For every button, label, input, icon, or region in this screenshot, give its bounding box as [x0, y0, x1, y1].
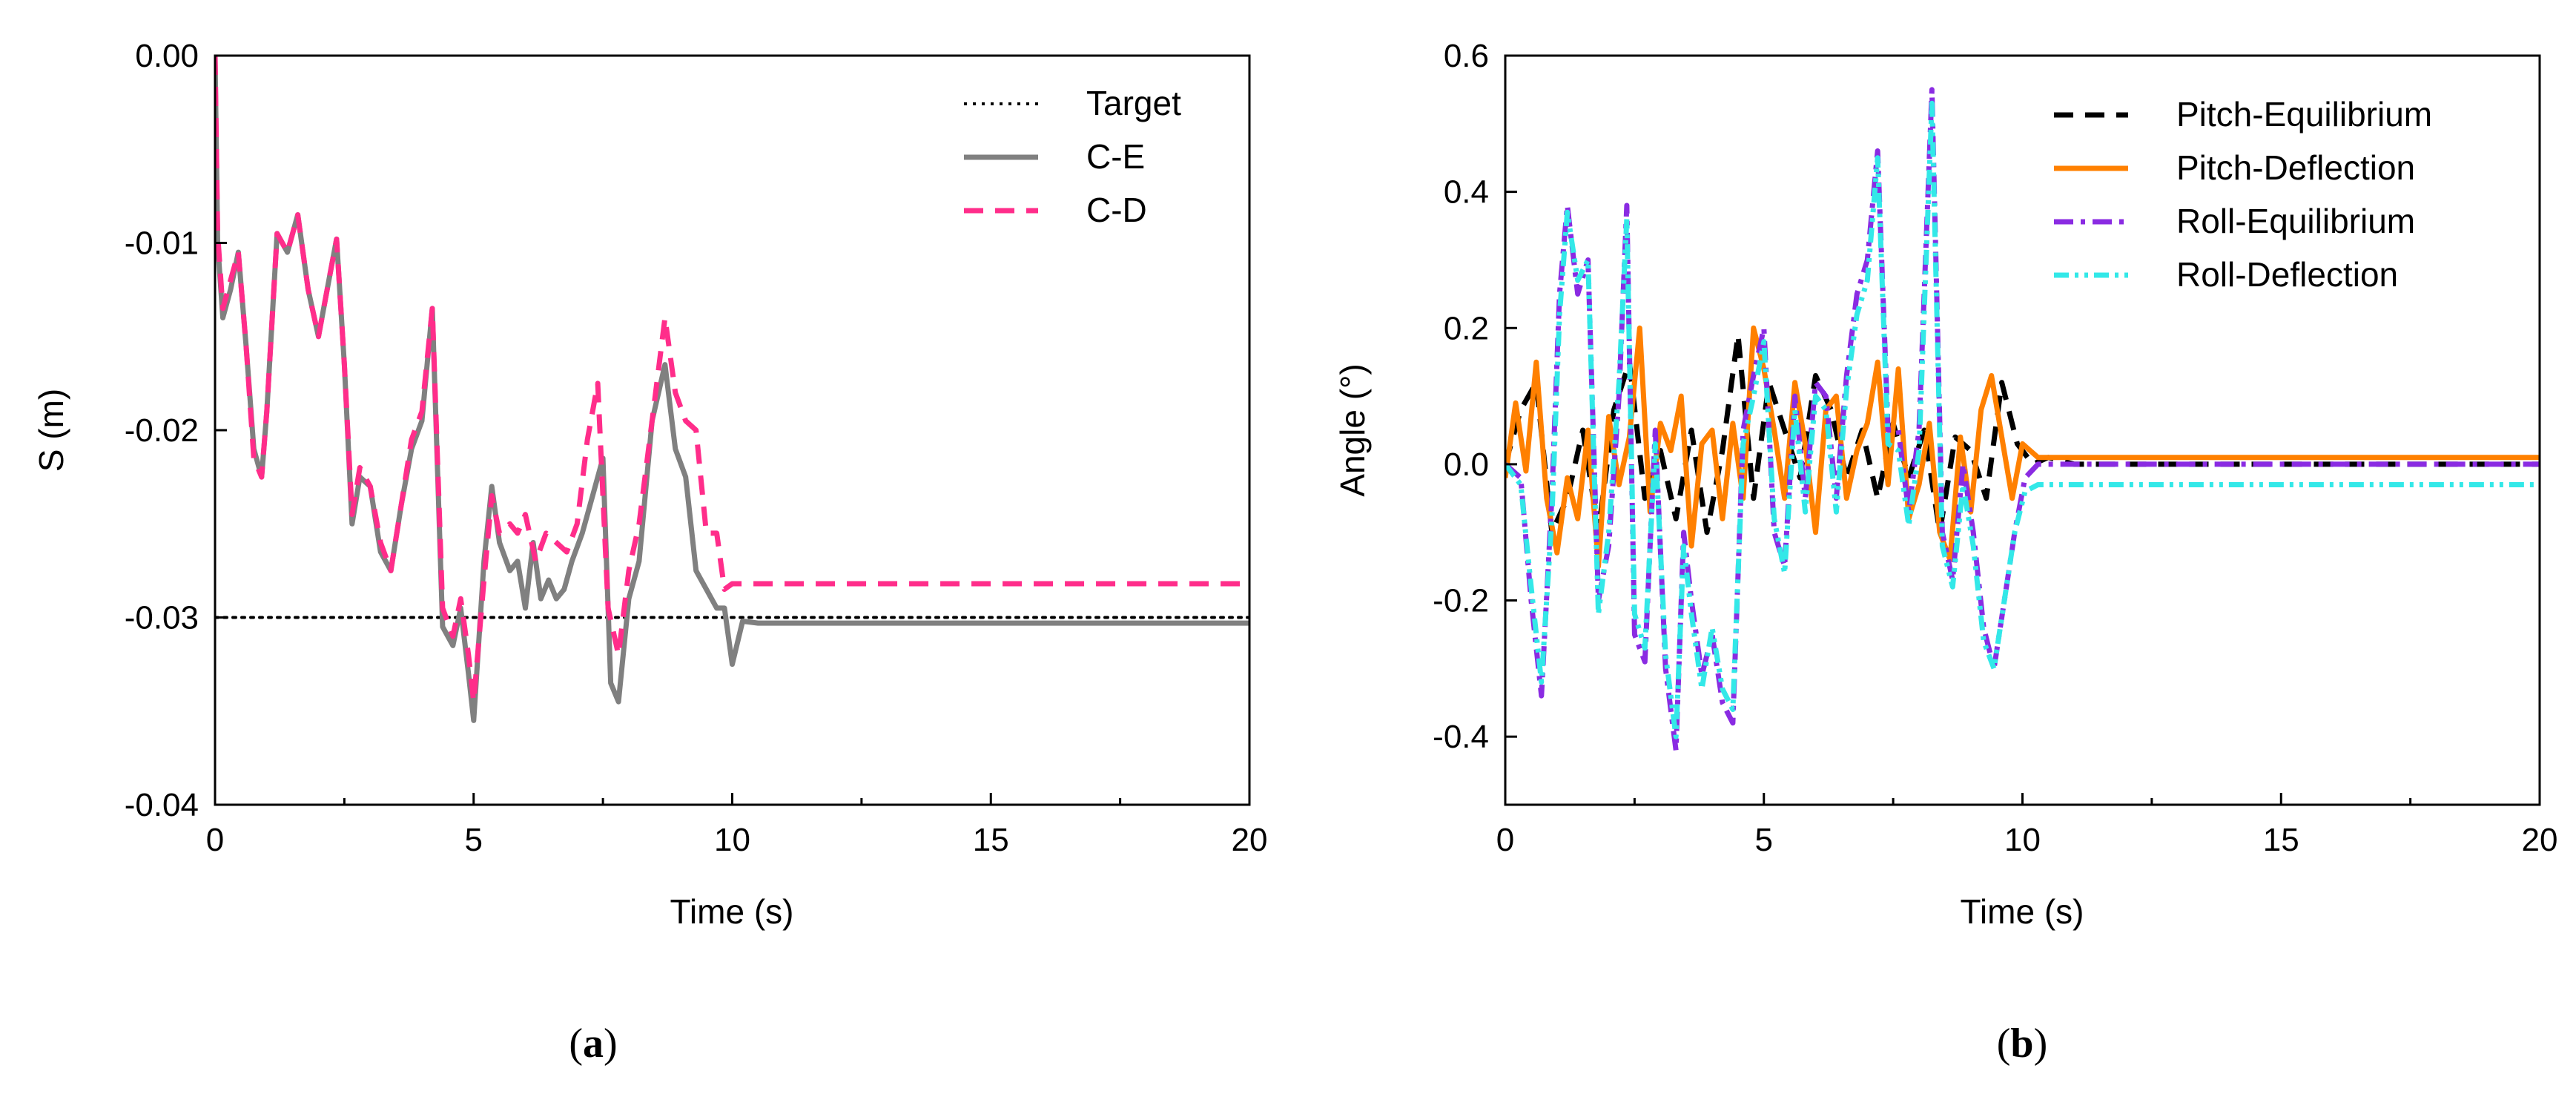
y-tick-label: 0.4 [1444, 174, 1489, 211]
chart-b-x-ticks: 0 5 10 15 20 [1496, 793, 2558, 858]
y-tick-label: 0.00 [135, 38, 199, 74]
y-tick-label: 0.0 [1444, 447, 1489, 483]
chart-a-caption: (a) [569, 1021, 617, 1067]
legend-label: Target [1086, 84, 1181, 122]
x-tick-label: 0 [1496, 822, 1514, 858]
chart-a-legend: Target C-E C-D [964, 84, 1181, 229]
series-line-pitch-equilibrium [1505, 332, 2540, 536]
x-tick-label: 10 [2004, 822, 2041, 858]
x-tick-label: 15 [2263, 822, 2299, 858]
y-tick-label: -0.4 [1433, 719, 1489, 755]
chart-a-y-axis-label: S (m) [32, 389, 70, 472]
series-line-roll-equilibrium [1505, 87, 2540, 753]
chart-b-y-ticks: 0.6 0.4 0.2 0.0 -0.2 -0.4 [1433, 38, 1517, 755]
x-tick-label: 20 [1232, 822, 1268, 858]
x-tick-label: 5 [1755, 822, 1773, 858]
y-tick-label: -0.03 [125, 600, 199, 636]
x-tick-label: 15 [973, 822, 1009, 858]
y-tick-label: -0.01 [125, 225, 199, 262]
chart-b-y-axis-label: Angle (°) [1333, 363, 1372, 496]
legend-label: C-E [1086, 137, 1145, 176]
y-tick-label: 0.2 [1444, 310, 1489, 346]
legend-label: Pitch-Deflection [2176, 148, 2415, 187]
chart-a-plot-area [215, 56, 1249, 805]
chart-a-x-ticks: 0 5 10 15 20 [206, 793, 1268, 858]
chart-a-x-axis-label: Time (s) [670, 892, 794, 931]
legend-label: Roll-Equilibrium [2176, 202, 2415, 240]
y-tick-label: -0.02 [125, 412, 199, 449]
chart-a: 0 5 10 15 20 0.00 -0.01 -0.02 -0.03 -0.04 Time (… [32, 38, 1267, 1067]
chart-b-x-axis-label: Time (s) [1961, 892, 2084, 931]
x-tick-label: 0 [206, 822, 224, 858]
chart-a-series [215, 56, 1249, 723]
series-line-c-e [215, 56, 1249, 723]
chart-b: 0 5 10 15 20 0.6 0.4 0.2 0.0 -0.2 -0.4 Time (s) A… [1333, 38, 2557, 1067]
chart-a-y-ticks: 0.00 -0.01 -0.02 -0.03 -0.04 [125, 38, 227, 823]
legend-label: Roll-Deflection [2176, 255, 2398, 294]
chart-b-panel-label: b [2010, 1021, 2033, 1067]
x-tick-label: 5 [465, 822, 483, 858]
series-line-c-d [215, 56, 1249, 705]
y-tick-label: -0.04 [125, 787, 199, 823]
x-tick-label: 20 [2522, 822, 2558, 858]
chart-b-series [1505, 87, 2540, 753]
series-line-roll-deflection [1505, 100, 2540, 739]
chart-b-caption: (b) [1997, 1021, 2047, 1067]
legend-label: Pitch-Equilibrium [2176, 95, 2432, 134]
y-tick-label: 0.6 [1444, 38, 1489, 74]
x-tick-label: 10 [714, 822, 750, 858]
y-tick-label: -0.2 [1433, 583, 1489, 619]
chart-b-legend: Pitch-Equilibrium Pitch-Deflection Roll-Eq… [2054, 95, 2432, 294]
legend-label: C-D [1086, 191, 1147, 229]
chart-a-panel-label: a [583, 1021, 604, 1067]
